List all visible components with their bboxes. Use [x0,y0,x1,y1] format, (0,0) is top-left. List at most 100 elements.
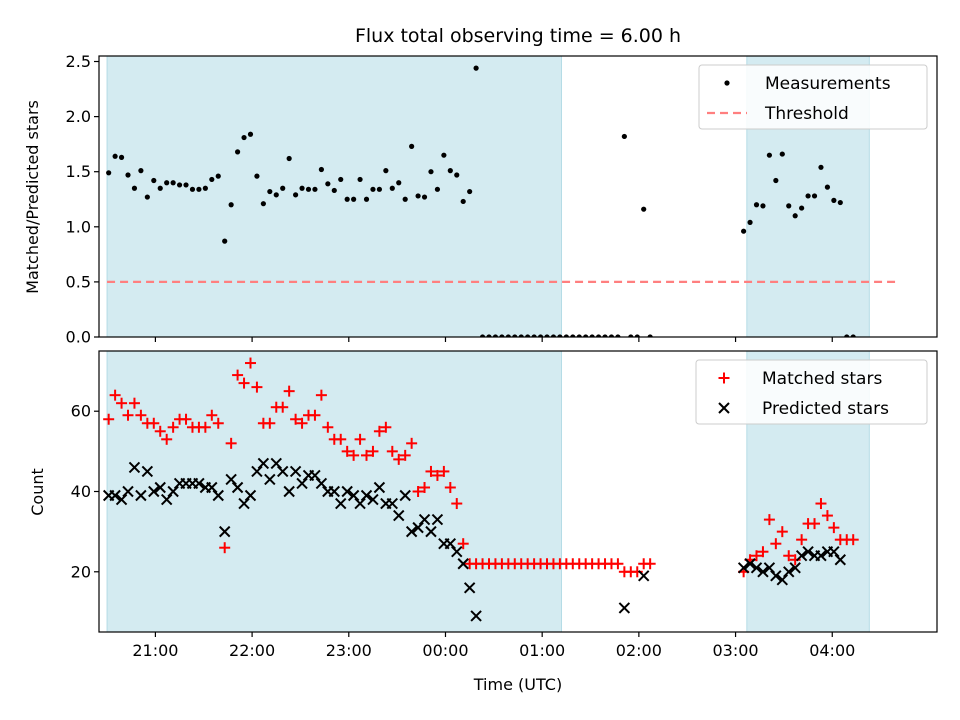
data-point [154,481,166,494]
marker-stroke [393,509,405,522]
data-point [631,566,643,578]
data-point [231,481,244,494]
data-point [499,334,505,337]
data-point [460,198,466,205]
marker-stroke [828,546,840,558]
data-point [634,334,640,337]
marker-stroke [270,457,282,470]
data-point [325,181,331,187]
marker-stroke [399,489,411,502]
marker-stroke [283,485,295,498]
data-point [425,525,437,538]
data-point [370,186,376,192]
data-point [144,194,150,200]
data-point [116,397,128,409]
data-point [492,334,499,337]
data-point [112,153,118,159]
data-point [641,206,647,212]
data-point [811,193,818,199]
data-point [299,185,305,191]
x-tick-label: 22:00 [229,641,275,660]
data-point [595,334,602,337]
data-point [473,65,479,71]
data-point [238,377,250,389]
data-point [341,445,353,457]
data-point [286,155,292,162]
legend-box [695,359,928,425]
data-point [757,546,769,558]
data-point [434,186,441,192]
marker-stroke [750,562,763,574]
marker-stroke [354,497,366,510]
data-point [183,182,189,188]
data-point [341,485,353,498]
data-point [361,449,373,461]
data-point [747,219,753,225]
data-point [212,417,224,429]
marker-stroke [141,465,154,478]
marker-stroke [347,489,360,502]
marker-stroke [412,521,424,534]
data-point [847,534,859,546]
data-point [357,176,363,183]
marker-stroke [444,537,457,550]
data-point [335,433,347,445]
data-point [328,485,340,498]
marker-stroke [148,485,160,498]
marker-stroke [418,513,431,526]
y-tick-label: 20 [71,562,91,581]
data-point [247,131,254,137]
data-point [763,562,776,574]
marker-stroke [470,610,482,622]
data-point [151,177,157,184]
data-point [189,186,196,192]
data-point [544,334,550,337]
marker-stroke [238,497,250,510]
data-point [589,334,595,337]
data-point [277,401,289,413]
data-point [467,188,473,195]
data-point [312,186,318,192]
legend-box [698,64,928,130]
data-point [128,461,141,474]
data-point [270,457,282,470]
x-tick-label: 23:00 [326,641,372,660]
data-point [628,334,634,337]
data-point [766,152,773,158]
data-point [831,197,837,203]
marker-stroke [206,481,218,494]
chart-title: Flux total observing time = 6.00 h [355,25,681,47]
marker-stroke [795,550,808,562]
marker-stroke [135,489,147,502]
data-point [399,449,411,461]
legend-label: Threshold [764,104,849,124]
data-point [724,80,730,86]
data-point [419,481,431,493]
data-point [212,489,224,502]
data-point [376,186,383,192]
data-point [818,164,824,170]
marker-stroke [360,489,373,502]
data-point [296,477,308,490]
data-point [718,402,730,414]
data-point [206,409,218,421]
data-point [309,469,321,482]
marker-stroke [463,582,476,594]
data-point [741,228,747,234]
data-point [170,180,176,186]
data-point [428,169,434,175]
data-point [451,498,463,510]
data-point [421,194,428,200]
data-point [373,425,385,437]
data-point [447,168,453,174]
data-point [486,334,492,337]
data-point [206,481,218,494]
data-point [109,489,121,502]
data-point [783,566,795,578]
data-point [157,185,163,191]
marker-stroke [128,461,141,474]
data-point [244,357,256,369]
marker-stroke [277,465,289,478]
data-point [753,202,760,208]
data-point [763,514,775,526]
